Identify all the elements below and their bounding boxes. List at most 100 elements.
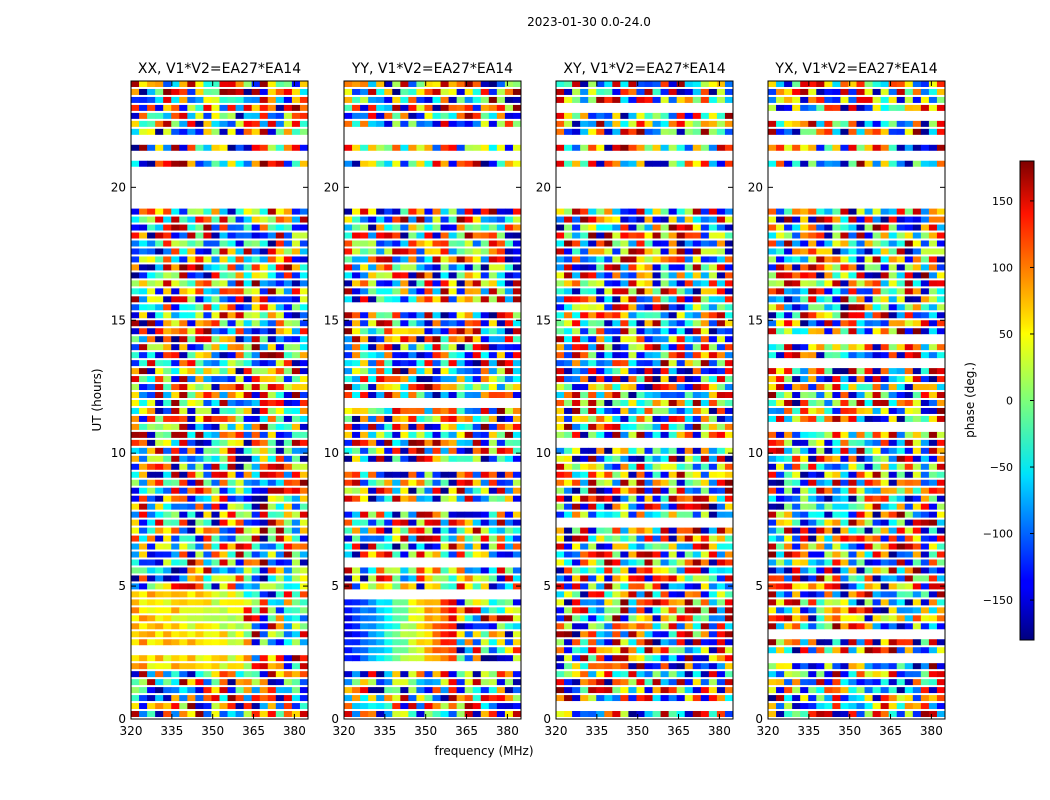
- heatmap-cell: [684, 647, 694, 654]
- heatmap-cell: [612, 679, 621, 686]
- heatmap-cell: [440, 344, 449, 351]
- heatmap-cell: [227, 679, 236, 686]
- heatmap-cell: [235, 208, 245, 215]
- heatmap-cell: [580, 623, 589, 630]
- heatmap-cell: [424, 296, 433, 303]
- heatmap-cell: [203, 128, 212, 135]
- heatmap-cell: [556, 455, 565, 462]
- heatmap-cell: [211, 527, 220, 534]
- heatmap-cell: [832, 623, 841, 630]
- heatmap-cell: [299, 551, 309, 558]
- heatmap-cell: [376, 112, 385, 119]
- heatmap-cell: [580, 407, 589, 414]
- heatmap-cell: [291, 320, 301, 327]
- heatmap-cell: [700, 663, 710, 670]
- heatmap-cell: [432, 703, 441, 710]
- heatmap-cell: [424, 352, 433, 359]
- heatmap-cell: [424, 527, 433, 534]
- heatmap-cell: [251, 495, 261, 502]
- heatmap-cell: [800, 615, 809, 622]
- x-tick-label: 320: [545, 724, 568, 738]
- heatmap-cell: [620, 288, 629, 295]
- heatmap-cell: [480, 431, 490, 438]
- heatmap-cell: [392, 703, 401, 710]
- heatmap-cell: [840, 663, 849, 670]
- heatmap-cell: [376, 711, 385, 717]
- heatmap-cell: [195, 487, 204, 494]
- heatmap-cell: [660, 128, 670, 135]
- heatmap-cell: [139, 567, 148, 574]
- heatmap-cell: [227, 439, 236, 446]
- heatmap-cell: [660, 559, 670, 566]
- heatmap-cell: [360, 336, 369, 343]
- heatmap-cell: [668, 623, 678, 630]
- heatmap-cell: [572, 455, 581, 462]
- heatmap-cell: [676, 336, 686, 343]
- heatmap-cell: [235, 615, 245, 622]
- heatmap-cell: [384, 344, 393, 351]
- heatmap-cell: [440, 88, 449, 95]
- heatmap-cell: [676, 320, 686, 327]
- heatmap-cell: [131, 487, 140, 494]
- heatmap-cell: [456, 120, 466, 127]
- heatmap-cell: [660, 240, 670, 247]
- heatmap-cell: [644, 671, 653, 678]
- heatmap-cell: [139, 280, 148, 287]
- heatmap-cell: [299, 503, 309, 510]
- heatmap-cell: [504, 120, 514, 127]
- heatmap-cell: [668, 224, 678, 231]
- heatmap-cell: [131, 112, 140, 119]
- heatmap-cell: [219, 575, 228, 582]
- heatmap-cell: [267, 248, 277, 255]
- heatmap-cell: [512, 112, 522, 119]
- heatmap-cell: [604, 671, 613, 678]
- heatmap-cell: [392, 384, 401, 391]
- heatmap-cell: [283, 551, 293, 558]
- heatmap-cell: [432, 328, 441, 335]
- heatmap-cell: [652, 296, 661, 303]
- heatmap-cell: [716, 535, 726, 542]
- heatmap-cell: [195, 447, 204, 454]
- heatmap-cell: [644, 607, 653, 614]
- heatmap-cell: [376, 639, 385, 646]
- heatmap-cell: [147, 208, 156, 215]
- heatmap-cell: [195, 599, 204, 606]
- heatmap-cell: [384, 567, 393, 574]
- heatmap-cell: [620, 352, 629, 359]
- heatmap-cell: [716, 81, 726, 87]
- heatmap-cell: [480, 144, 490, 151]
- heatmap-cell: [344, 599, 353, 606]
- heatmap-cell: [384, 407, 393, 414]
- heatmap-cell: [376, 511, 385, 518]
- y-tick-label: 20: [536, 180, 551, 194]
- heatmap-cell: [660, 647, 670, 654]
- heatmap-cell: [211, 280, 220, 287]
- heatmap-cell: [352, 599, 361, 606]
- heatmap-cell: [163, 503, 172, 510]
- heatmap-cell: [636, 527, 645, 534]
- heatmap-cell: [792, 623, 801, 630]
- heatmap-cell: [219, 679, 228, 686]
- heatmap-cell: [376, 415, 385, 422]
- heatmap-cell: [259, 559, 269, 566]
- heatmap-cell: [692, 407, 702, 414]
- heatmap-cell: [580, 256, 589, 263]
- heatmap-cell: [724, 407, 734, 414]
- heatmap-cell: [251, 471, 261, 478]
- heatmap-cell: [384, 711, 393, 717]
- y-tick-label: 15: [111, 313, 126, 327]
- heatmap-cell: [636, 160, 645, 167]
- heatmap-cell: [227, 479, 236, 486]
- heatmap-cell: [440, 376, 449, 383]
- heatmap-cell: [376, 623, 385, 630]
- heatmap-cell: [344, 695, 353, 702]
- heatmap-cell: [564, 376, 573, 383]
- heatmap-cell: [227, 695, 236, 702]
- heatmap-cell: [416, 583, 425, 590]
- heatmap-cell: [187, 431, 196, 438]
- heatmap-cell: [392, 695, 401, 702]
- heatmap-cell: [376, 320, 385, 327]
- heatmap-cell: [251, 607, 261, 614]
- heatmap-cell: [368, 471, 377, 478]
- heatmap-cell: [376, 431, 385, 438]
